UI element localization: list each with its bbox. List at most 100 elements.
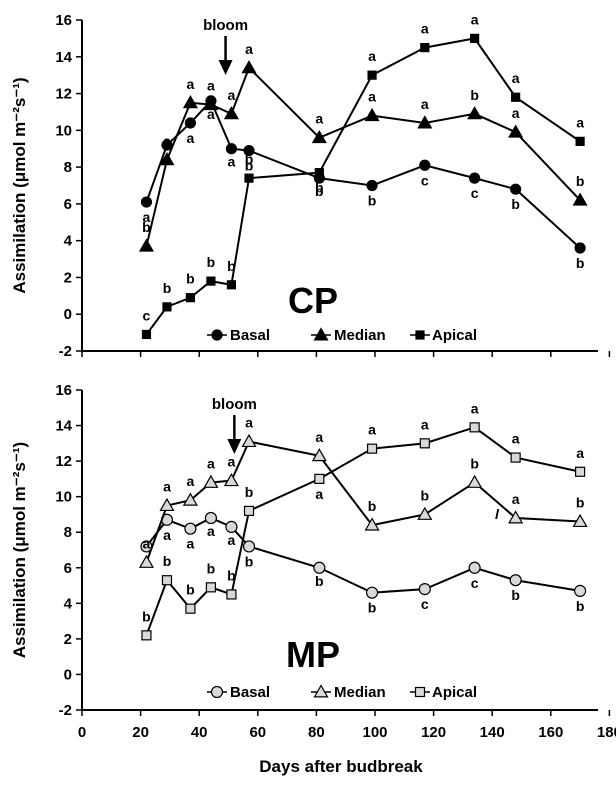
panel-2-point-basal — [225, 520, 238, 533]
panel-2-point-median — [138, 554, 154, 568]
panel-2-point-basal — [418, 583, 431, 596]
panel-1-sig-label-median: b — [470, 87, 479, 103]
panel-1-sig-label-median: a — [421, 96, 429, 112]
panel-1-point-basal — [469, 172, 481, 184]
panel-2-point-basal — [509, 574, 522, 587]
panel-1-point-apical — [420, 42, 430, 53]
panel-1-legend-label-basal: Basal — [230, 327, 270, 344]
panel-1-sig-label-basal: b — [368, 193, 377, 209]
panel-2-sig-label-median: a — [207, 455, 215, 471]
panel-1-sig-label-basal: b — [576, 255, 585, 271]
panel-1-sig-label-median: a — [512, 105, 520, 121]
panel-2-y-tick-label: 12 — [55, 453, 72, 470]
panel-2-point-apical — [141, 630, 152, 641]
panel-1-sig-label-apical: b — [163, 280, 172, 296]
panel-1-sig-label-apical: c — [143, 307, 151, 323]
panel-2-y-tick-label: 16 — [55, 382, 72, 399]
panel-1-y-tick-label: 2 — [64, 269, 72, 286]
panel-2-sig-label-median: b — [421, 487, 430, 503]
panel-2-y-axis-title: Assimilation (μmol m⁻²s⁻¹) — [10, 442, 29, 658]
panel-2-sig-label-median: a — [512, 491, 520, 507]
panel-2-sig-label-apical: b — [142, 608, 151, 624]
panel-2-sig-label-median: a — [228, 454, 236, 470]
panel-1-line-basal — [145, 99, 581, 249]
panel-2-point-basal — [204, 511, 218, 525]
panel-1-sig-label-basal: c — [471, 185, 479, 201]
panel-1-sig-label-basal: b — [315, 183, 324, 199]
panel-2-sig-label-basal: a — [187, 536, 195, 552]
panel-2-point-median — [241, 433, 257, 448]
panel-1-y-tick-label: 12 — [55, 86, 72, 103]
panel-1-y-tick-label: 4 — [64, 233, 73, 250]
panel-1-sig-label-apical: b — [186, 271, 195, 287]
panel-2-y-tick-label: 4 — [64, 595, 73, 612]
panel-2-point-apical — [205, 582, 217, 593]
panel-2-point-apical — [366, 443, 378, 454]
panel-1-legend-marker-median — [313, 327, 329, 341]
panel-1-point-median — [182, 95, 198, 109]
panel-1-point-median — [223, 106, 239, 120]
panel-1-point-median — [467, 106, 483, 120]
panel-2-sig-label-basal: c — [421, 596, 429, 612]
x-tick-label: 80 — [308, 724, 325, 741]
panel-1-sig-label-apical: a — [512, 70, 520, 86]
panel-2-point-basal — [365, 586, 379, 599]
panel-1-y-tick-label: 8 — [64, 159, 72, 176]
panel-1-point-basal — [184, 117, 197, 129]
panel-2-bloom-label: bloom — [212, 396, 257, 413]
x-tick-label: 40 — [191, 724, 208, 741]
panel-2-y-tick-label: -2 — [59, 702, 72, 719]
panel-2-sig-label-median: a — [163, 479, 171, 495]
panel-1-sig-label-basal: c — [421, 172, 429, 188]
panel-2-point-basal — [313, 561, 326, 574]
panel-1-point-apical — [141, 329, 152, 340]
panel-2-y-tick-label: 6 — [64, 560, 72, 577]
x-tick-label: 100 — [362, 724, 387, 741]
panel-1-point-basal — [225, 143, 238, 155]
panel-2-point-median — [508, 510, 524, 524]
panel-1-point-median — [572, 192, 588, 206]
panel-1-y-tick-label: 0 — [64, 306, 72, 323]
panel-1-point-apical — [470, 33, 480, 43]
panel-1-sig-label-basal: a — [228, 154, 236, 170]
panel-1-title: CP — [288, 280, 338, 321]
panel-2-point-apical — [243, 505, 255, 516]
panel-2-legend-label-median: Median — [334, 684, 386, 701]
panel-2-sig-label-basal: b — [511, 587, 520, 603]
panel-2-point-apical — [226, 589, 237, 600]
panel-1-sig-label-apical: a — [421, 21, 429, 37]
x-tick-label: 20 — [132, 724, 149, 741]
panel-2-sig-label-median: b — [576, 495, 585, 511]
panel-1-y-tick-label: 6 — [64, 196, 72, 213]
panel-2-point-apical — [314, 473, 325, 484]
panel-2-sig-label-apical: a — [315, 486, 323, 502]
panel-1-sig-label-median: a — [207, 78, 215, 94]
panel-2-sig-label-apical: b — [186, 582, 195, 598]
panel-2-y-tick-label: 0 — [64, 666, 72, 683]
panel-1-sig-label-median: b — [576, 173, 585, 189]
panel-2-y-tick-label: 10 — [55, 489, 72, 506]
panel-1-point-apical — [206, 276, 216, 286]
panel-2-sig-label-basal: b — [315, 573, 324, 589]
x-tick-label: 0 — [78, 724, 86, 741]
x-tick-label: 120 — [421, 724, 446, 741]
panel-2-sig-label-apical: a — [512, 431, 520, 447]
panel-1-sig-label-apical: b — [207, 254, 216, 270]
panel-1-sig-label-basal: a — [207, 106, 215, 122]
panel-2-sig-label-median: a — [245, 415, 253, 431]
panel-2-point-basal — [242, 540, 256, 553]
panel-2-sig-label-basal: a — [207, 523, 215, 539]
panel-1-legend-label-apical: Apical — [432, 327, 477, 344]
panel-1-sig-label-apical: a — [368, 48, 376, 64]
panel-2-bloom-arrow-head — [227, 439, 242, 454]
panel-1-sig-label-median: a — [368, 89, 376, 105]
panel-2-point-median — [159, 497, 175, 512]
panel-2-point-median — [203, 474, 219, 488]
panel-1-legend-label-median: Median — [334, 327, 386, 344]
stray-mark: l — [495, 506, 500, 522]
panel-1-sig-label-apical: b — [315, 180, 324, 196]
panel-2-point-apical — [185, 603, 196, 614]
panel-1-sig-label-apical: a — [471, 11, 479, 27]
panel-2-point-median — [572, 513, 588, 528]
